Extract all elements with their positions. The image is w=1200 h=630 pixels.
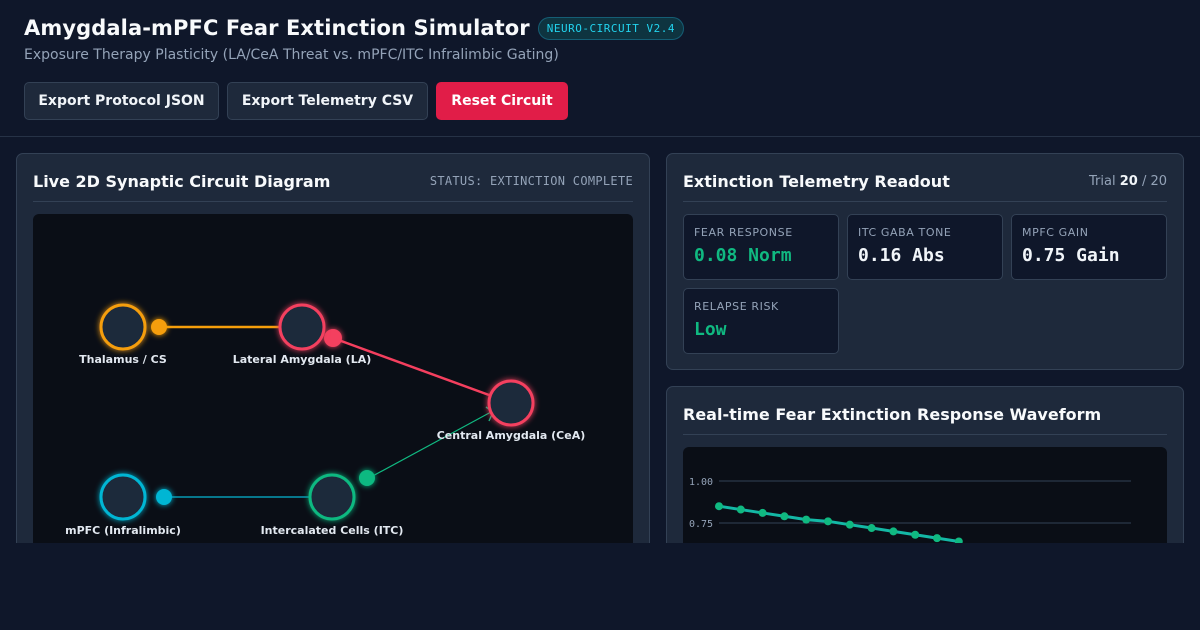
itc-node[interactable] bbox=[308, 473, 356, 521]
fear-response-card: FEAR RESPONSE 0.08 Norm bbox=[683, 214, 839, 280]
waveform-panel-title: Real-time Fear Extinction Response Wavef… bbox=[683, 405, 1102, 424]
circuit-diagram: Thalamus / CS Lateral Amygdala (LA) Cent… bbox=[65, 303, 586, 537]
la-cea-synapse bbox=[332, 336, 490, 397]
itc-signal-pulse bbox=[359, 470, 375, 486]
itc-gaba-tone-value: 0.16 Abs bbox=[858, 245, 945, 266]
mpfc-gain-card: MPFC GAIN 0.75 Gain bbox=[1011, 214, 1167, 280]
mpfc-node[interactable] bbox=[99, 473, 147, 521]
export-protocol-json-button[interactable]: Export Protocol JSON bbox=[24, 82, 219, 120]
waveform-point bbox=[758, 508, 767, 517]
thalamus-node[interactable] bbox=[99, 303, 147, 351]
thalamus-signal-pulse bbox=[151, 319, 167, 335]
relapse-risk-value: Low bbox=[694, 319, 727, 340]
waveform-point bbox=[911, 530, 920, 539]
telemetry-panel-title: Extinction Telemetry Readout bbox=[683, 172, 950, 191]
fear-response-value: 0.08 Norm bbox=[694, 245, 792, 266]
itc-cea-inhibitory-synapse bbox=[368, 411, 492, 479]
la-signal-pulse bbox=[324, 329, 342, 347]
page-title: Amygdala-mPFC Fear Extinction Simulator bbox=[24, 16, 530, 40]
central-amygdala-label: Central Amygdala (CeA) bbox=[437, 429, 586, 442]
panel-divider bbox=[33, 201, 633, 202]
waveform-point bbox=[889, 527, 898, 536]
waveform-point bbox=[867, 524, 876, 533]
waveform-point bbox=[736, 505, 745, 514]
circuit-panel-title: Live 2D Synaptic Circuit Diagram bbox=[33, 172, 331, 191]
y-tick-label: 1.00 bbox=[689, 477, 713, 488]
fear-response-line bbox=[718, 504, 960, 543]
lateral-amygdala-label: Lateral Amygdala (LA) bbox=[233, 353, 372, 366]
metric-label: RELAPSE RISK bbox=[694, 300, 779, 313]
central-amygdala-node[interactable] bbox=[487, 379, 535, 427]
trial-prefix: Trial bbox=[1088, 174, 1116, 189]
trial-current: 20 bbox=[1119, 174, 1138, 189]
waveform-point bbox=[802, 515, 811, 524]
panel-divider bbox=[683, 201, 1167, 202]
mpfc-gain-value: 0.75 Gain bbox=[1022, 245, 1120, 266]
waveform-point bbox=[824, 517, 832, 526]
waveform-chart: 1.00 0.75 bbox=[689, 477, 1131, 546]
panel-divider bbox=[683, 434, 1167, 435]
circuit-status: STATUS: EXTINCTION COMPLETE bbox=[429, 174, 633, 188]
viewport-cutoff bbox=[0, 543, 1200, 630]
reset-circuit-button[interactable]: Reset Circuit bbox=[436, 82, 568, 120]
waveform-point bbox=[715, 502, 723, 511]
y-tick-label: 0.75 bbox=[689, 519, 713, 530]
lateral-amygdala-node[interactable] bbox=[278, 303, 326, 351]
metric-label: ITC GABA TONE bbox=[858, 226, 952, 239]
metric-label: MPFC GAIN bbox=[1022, 226, 1089, 239]
export-telemetry-csv-button[interactable]: Export Telemetry CSV bbox=[227, 82, 428, 120]
itc-label: Intercalated Cells (ITC) bbox=[261, 524, 404, 537]
thalamus-label: Thalamus / CS bbox=[79, 353, 167, 366]
mpfc-signal-pulse bbox=[156, 489, 172, 505]
trial-counter: Trial 20 / 20 bbox=[1089, 174, 1167, 189]
waveform-point bbox=[933, 534, 941, 543]
metric-label: FEAR RESPONSE bbox=[694, 226, 793, 239]
version-badge: NEURO-CIRCUIT V2.4 bbox=[537, 16, 684, 40]
trial-total: / 20 bbox=[1141, 174, 1167, 189]
circuit-diagram-canvas: Thalamus / CS Lateral Amygdala (LA) Cent… bbox=[33, 214, 633, 554]
page-subtitle: Exposure Therapy Plasticity (LA/CeA Thre… bbox=[24, 47, 559, 63]
waveform-point bbox=[845, 520, 854, 529]
itc-gaba-tone-card: ITC GABA TONE 0.16 Abs bbox=[847, 214, 1003, 280]
app-header: Amygdala-mPFC Fear Extinction Simulator … bbox=[0, 0, 1200, 137]
mpfc-label: mPFC (Infralimbic) bbox=[65, 524, 181, 537]
circuit-panel: Live 2D Synaptic Circuit Diagram STATUS:… bbox=[16, 153, 650, 573]
waveform-point bbox=[780, 512, 789, 521]
title-row: Amygdala-mPFC Fear Extinction Simulator … bbox=[24, 16, 684, 40]
relapse-risk-card: RELAPSE RISK Low bbox=[683, 288, 839, 354]
telemetry-panel: Extinction Telemetry Readout Trial 20 / … bbox=[666, 153, 1184, 370]
